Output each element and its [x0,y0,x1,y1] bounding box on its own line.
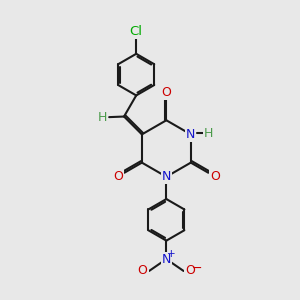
Text: +: + [167,249,176,259]
Text: N: N [162,170,171,183]
Text: −: − [192,262,202,275]
Text: Cl: Cl [130,25,143,38]
Text: O: O [210,170,220,183]
Text: O: O [185,265,195,278]
Text: N: N [186,128,196,141]
Text: H: H [98,111,107,124]
Text: O: O [138,265,148,278]
Text: O: O [161,86,171,99]
Text: O: O [113,170,123,183]
Text: H: H [204,127,213,140]
Text: N: N [162,253,171,266]
